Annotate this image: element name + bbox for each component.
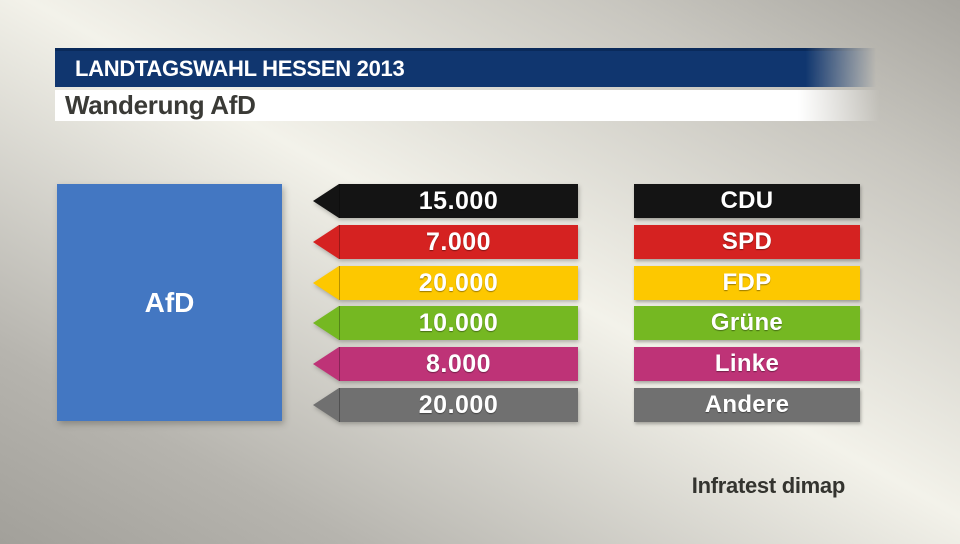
flow-value: 10.000 bbox=[418, 308, 499, 337]
party-box: Andere bbox=[634, 388, 860, 422]
arrow-tip-divider bbox=[339, 347, 340, 381]
flow-arrow-wrap: 15.000 bbox=[0, 184, 960, 218]
flow-arrow: 10.000 bbox=[313, 306, 578, 340]
flow-arrow-wrap: 10.000 bbox=[0, 306, 960, 340]
chart-subtitle: Wanderung AfD bbox=[65, 90, 256, 120]
title-banner: LANDTAGSWAHL HESSEN 2013 bbox=[55, 48, 880, 87]
flow-arrow-wrap: 8.000 bbox=[0, 347, 960, 381]
migration-rows: 15.000 CDU 7.000 SPD 20.000 FDP 10.000 Grüne 8.0… bbox=[0, 184, 960, 422]
party-box: FDP bbox=[634, 266, 860, 300]
flow-arrow-wrap: 20.000 bbox=[0, 388, 960, 422]
flow-arrow: 15.000 bbox=[313, 184, 578, 218]
subtitle-banner: Wanderung AfD bbox=[55, 90, 880, 121]
party-box: Linke bbox=[634, 347, 860, 381]
flow-value: 7.000 bbox=[425, 227, 492, 256]
migration-row: 7.000 SPD bbox=[0, 225, 960, 259]
flow-value: 20.000 bbox=[418, 268, 499, 297]
target-party-label: AfD bbox=[144, 286, 195, 318]
flow-value: 8.000 bbox=[425, 349, 492, 378]
arrow-tip-divider bbox=[339, 225, 340, 259]
arrow-tip-divider bbox=[339, 184, 340, 218]
migration-row: 20.000 Andere bbox=[0, 388, 960, 422]
flow-value: 20.000 bbox=[418, 390, 499, 419]
flow-arrow: 20.000 bbox=[313, 266, 578, 300]
party-box: Grüne bbox=[634, 306, 860, 340]
page-title: LANDTAGSWAHL HESSEN 2013 bbox=[75, 56, 405, 81]
arrow-tip-divider bbox=[339, 388, 340, 422]
flow-arrow-wrap: 20.000 bbox=[0, 266, 960, 300]
source-credit: Infratest dimap bbox=[691, 473, 846, 498]
arrow-tip-divider bbox=[339, 266, 340, 300]
arrow-tip-divider bbox=[339, 306, 340, 340]
migration-row: 10.000 Grüne bbox=[0, 306, 960, 340]
migration-row: 20.000 FDP bbox=[0, 266, 960, 300]
flow-arrow: 8.000 bbox=[313, 347, 578, 381]
flow-arrow: 7.000 bbox=[313, 225, 578, 259]
target-party-box: AfD bbox=[57, 184, 282, 421]
party-box: CDU bbox=[634, 184, 860, 218]
migration-row: 8.000 Linke bbox=[0, 347, 960, 381]
flow-value: 15.000 bbox=[418, 186, 499, 215]
flow-arrow-wrap: 7.000 bbox=[0, 225, 960, 259]
flow-arrow: 20.000 bbox=[313, 388, 578, 422]
migration-row: 15.000 CDU bbox=[0, 184, 960, 218]
party-box: SPD bbox=[634, 225, 860, 259]
